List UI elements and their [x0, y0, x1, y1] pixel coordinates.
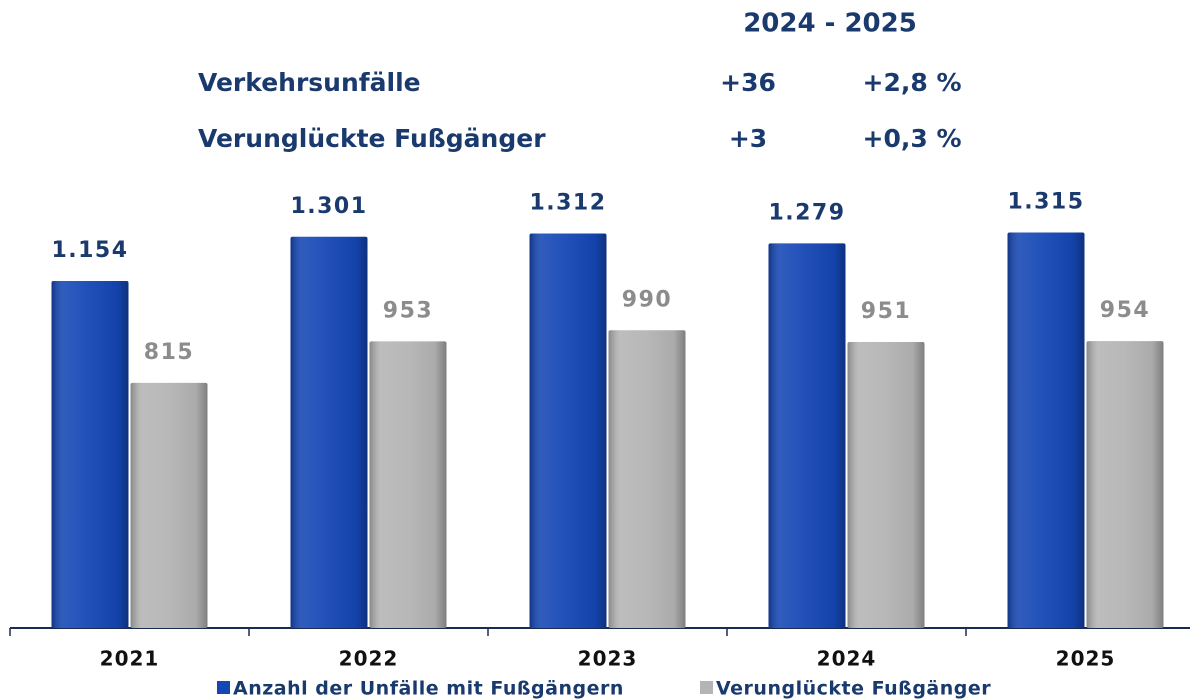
legend-label: Verunglückte Fußgänger	[716, 678, 991, 700]
bar	[529, 233, 607, 628]
summary-period: 2024 - 2025	[743, 9, 917, 39]
value-label: 815	[144, 340, 194, 365]
summary-label: Verunglückte Fußgänger	[198, 124, 546, 153]
value-label: 1.301	[290, 194, 367, 219]
summary-percent: +2,8 %	[863, 68, 962, 97]
value-label: 1.154	[51, 238, 128, 263]
bar	[847, 342, 925, 628]
bar	[369, 341, 447, 628]
bar	[51, 280, 129, 628]
x-tick-label: 2024	[817, 647, 877, 671]
value-label: 954	[1100, 298, 1150, 323]
legend-swatch	[217, 681, 230, 694]
legend-label: Anzahl der Unfälle mit Fußgängern	[233, 678, 624, 700]
value-label: 953	[383, 298, 433, 323]
x-tick-label: 2021	[100, 647, 160, 671]
summary-absolute: +36	[720, 68, 776, 97]
value-label: 1.279	[768, 200, 845, 225]
value-label: 1.315	[1007, 190, 1084, 215]
x-tick-label: 2023	[578, 647, 638, 671]
x-tick-label: 2022	[339, 647, 399, 671]
bar	[290, 236, 368, 628]
bar	[768, 243, 846, 629]
bar	[130, 382, 208, 628]
summary-label: Verkehrsunfälle	[198, 68, 421, 97]
value-label: 1.312	[529, 190, 606, 215]
value-label: 951	[861, 299, 911, 324]
legend-swatch	[700, 681, 713, 694]
x-tick-label: 2025	[1056, 647, 1116, 671]
bar	[1007, 232, 1085, 628]
summary-absolute: +3	[729, 124, 767, 153]
bar	[608, 330, 686, 628]
bar	[1086, 341, 1164, 628]
value-label: 990	[622, 287, 672, 312]
summary-percent: +0,3 %	[863, 124, 962, 153]
